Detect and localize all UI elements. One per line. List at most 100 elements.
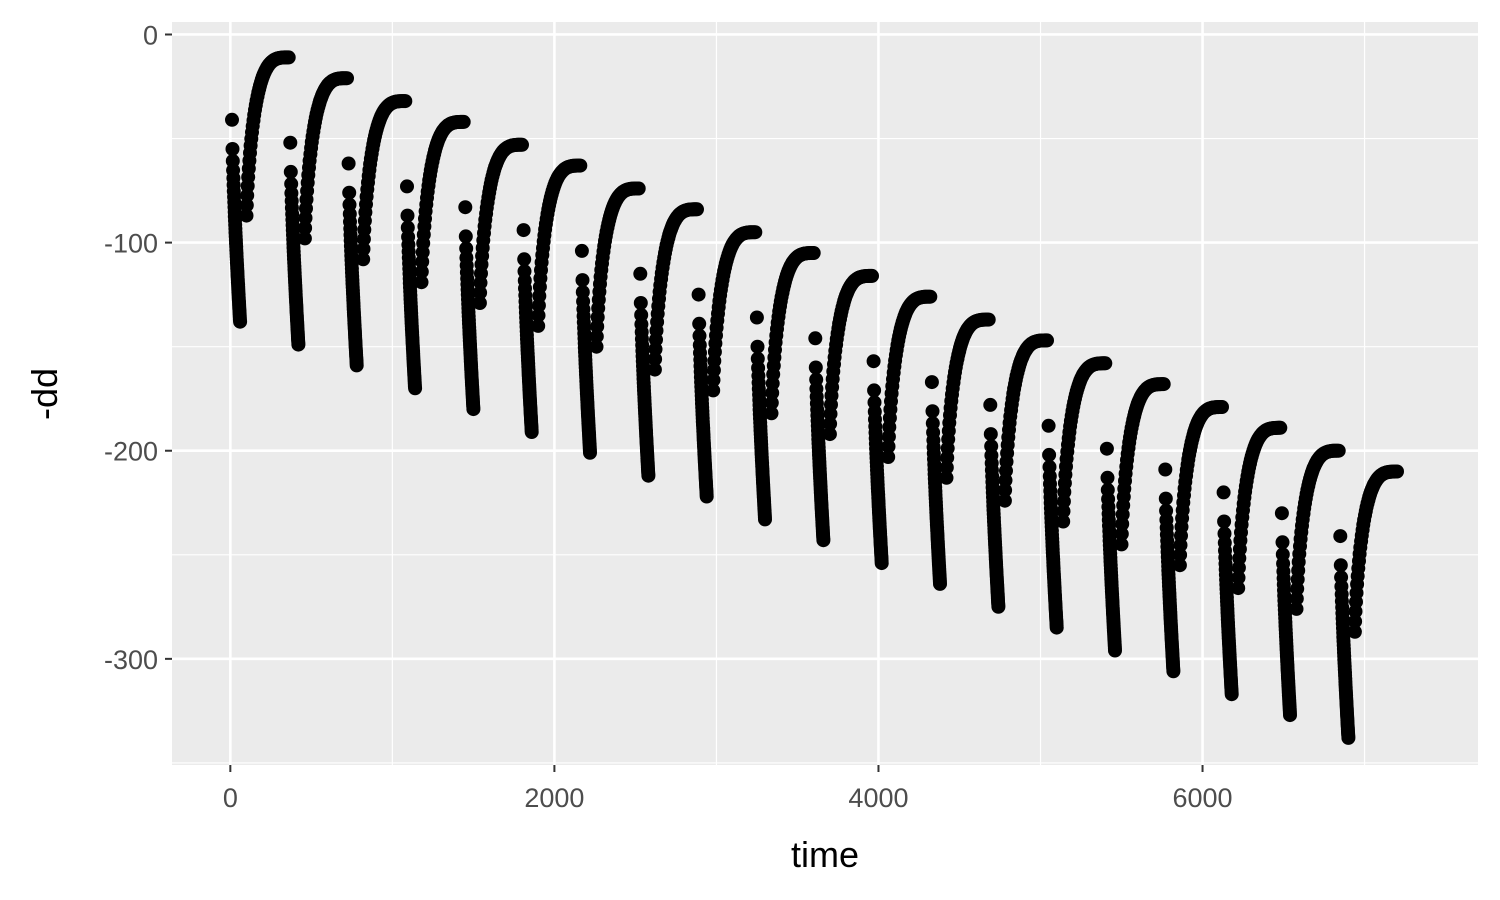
data-point	[573, 158, 588, 173]
data-point	[456, 114, 471, 129]
data-point	[1275, 535, 1290, 550]
data-point	[1341, 730, 1356, 745]
data-point	[1166, 664, 1181, 679]
data-point	[983, 397, 998, 412]
grid-minor	[172, 22, 1478, 765]
data-point	[981, 312, 996, 327]
data-point	[648, 352, 663, 367]
x-tick-label: 0	[223, 783, 238, 813]
data-point	[866, 354, 881, 369]
data-point	[749, 310, 764, 325]
data-point	[699, 489, 714, 504]
data-point	[473, 285, 488, 300]
data-point	[516, 223, 531, 238]
data-point	[691, 287, 706, 302]
data-point	[1042, 447, 1057, 462]
data-point	[758, 512, 772, 527]
data-point	[1231, 581, 1246, 596]
data-point	[458, 229, 473, 244]
data-point	[997, 493, 1012, 508]
data-point	[225, 142, 240, 156]
data-point	[283, 164, 298, 179]
data-point	[706, 373, 721, 388]
data-point	[281, 50, 296, 65]
data-point	[939, 460, 954, 475]
data-point	[823, 416, 838, 431]
data-point	[575, 273, 590, 288]
y-tick-label: 0	[143, 20, 158, 50]
data-point	[531, 308, 546, 323]
data-point	[589, 329, 604, 344]
data-point	[1217, 514, 1232, 529]
data-point	[414, 275, 429, 290]
data-point	[225, 112, 239, 127]
data-point	[472, 296, 487, 310]
data-point	[1056, 504, 1071, 519]
data-point	[1390, 464, 1404, 479]
data-point	[806, 246, 821, 260]
x-tick-label: 2000	[524, 783, 584, 813]
data-point	[283, 135, 298, 150]
data-points	[225, 50, 1404, 745]
data-point	[822, 427, 837, 442]
data-point	[298, 221, 313, 235]
data-point	[1231, 570, 1246, 585]
data-point	[398, 94, 413, 109]
data-point	[400, 179, 414, 194]
data-point	[808, 331, 823, 346]
data-point	[748, 225, 763, 240]
data-point	[1156, 377, 1171, 392]
data-point	[291, 337, 306, 352]
data-point	[881, 450, 896, 464]
data-point	[239, 198, 254, 213]
y-axis-title: -dd	[24, 368, 65, 420]
data-point	[881, 439, 896, 454]
data-point	[531, 318, 546, 333]
data-point	[939, 470, 954, 485]
data-point	[633, 266, 648, 281]
data-point	[750, 339, 765, 354]
data-point	[706, 383, 721, 398]
data-point	[983, 427, 998, 442]
y-tick-label: -100	[104, 229, 158, 259]
data-point	[631, 181, 646, 196]
data-point	[233, 314, 248, 329]
data-point	[341, 156, 356, 171]
data-point	[1114, 526, 1129, 541]
data-point	[349, 358, 364, 373]
y-tick-label: -300	[104, 645, 158, 675]
data-point	[356, 252, 371, 267]
data-point	[1098, 356, 1113, 371]
data-point	[764, 395, 779, 410]
data-point	[692, 316, 707, 331]
data-point	[524, 425, 539, 439]
data-point	[633, 296, 648, 310]
x-axis-ticks: 0 2000 4000 6000	[223, 765, 1233, 813]
data-point	[574, 243, 589, 258]
data-point	[1289, 591, 1304, 606]
x-axis-title: time	[791, 834, 859, 875]
data-point	[991, 599, 1006, 614]
data-point	[1274, 506, 1289, 521]
data-point	[923, 289, 938, 304]
data-point	[808, 360, 823, 375]
data-point	[867, 383, 882, 398]
y-tick-label: -200	[104, 437, 158, 467]
data-point	[458, 200, 473, 215]
data-point	[1224, 687, 1239, 702]
data-point	[1331, 443, 1346, 458]
data-point	[1172, 558, 1187, 573]
data-point	[1108, 643, 1122, 658]
data-point	[1215, 400, 1229, 414]
data-point	[647, 362, 662, 377]
data-point	[865, 268, 879, 283]
data-point	[340, 71, 354, 86]
data-point	[1114, 537, 1129, 552]
data-point	[641, 468, 656, 483]
data-point	[400, 208, 415, 223]
data-point	[1348, 614, 1363, 629]
data-point	[515, 137, 529, 152]
data-point	[933, 576, 947, 591]
data-point	[356, 242, 371, 256]
